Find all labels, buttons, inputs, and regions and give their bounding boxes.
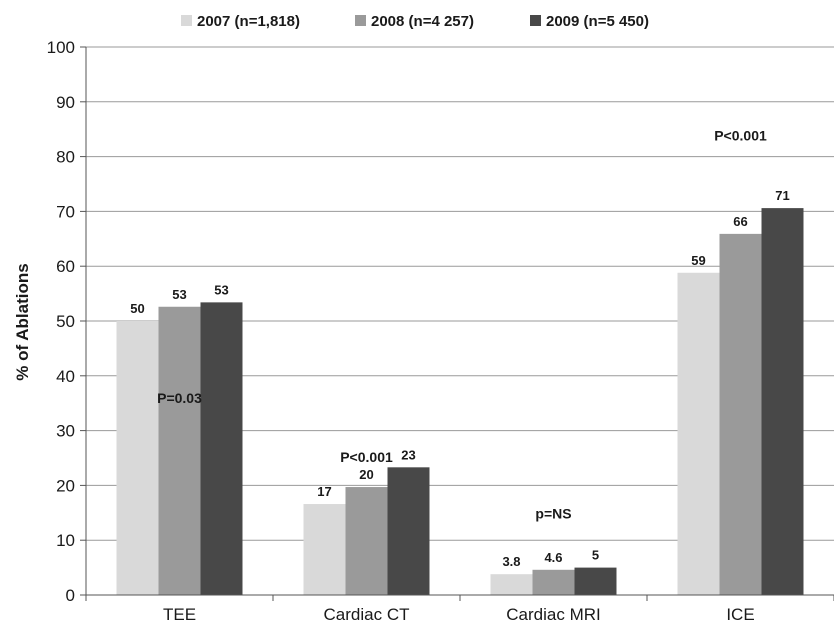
data-label: 20 bbox=[359, 467, 373, 482]
data-label: 4.6 bbox=[544, 550, 562, 565]
legend-entry: 2008 (n=4 257) bbox=[371, 13, 474, 30]
y-tick-label: 20 bbox=[56, 476, 75, 495]
data-label: 23 bbox=[401, 447, 415, 462]
data-label: 5 bbox=[592, 548, 599, 563]
y-tick-label: 60 bbox=[56, 257, 75, 276]
data-labels: 50 53 53 17 20 23 3.8 4.6 5 59 66 71 bbox=[130, 188, 789, 569]
y-tick-label: 90 bbox=[56, 93, 75, 112]
bar bbox=[532, 569, 575, 595]
bar bbox=[158, 306, 201, 595]
significance-annotation: P<0.001 bbox=[714, 128, 767, 144]
data-label: 17 bbox=[317, 484, 331, 499]
legend-entry: 2009 (n=5 450) bbox=[546, 13, 649, 30]
legend-swatch bbox=[355, 15, 366, 26]
legend-swatch bbox=[181, 15, 192, 26]
bar bbox=[116, 321, 159, 595]
bar bbox=[677, 272, 720, 595]
data-label: 59 bbox=[691, 253, 705, 268]
y-axis-label: % of Ablations bbox=[13, 263, 32, 380]
data-label: 53 bbox=[172, 287, 186, 302]
y-tick-label: 40 bbox=[56, 367, 75, 386]
bar bbox=[574, 567, 617, 595]
data-label: 3.8 bbox=[502, 554, 520, 569]
bars bbox=[116, 208, 804, 596]
x-tick-label: Cardiac CT bbox=[324, 605, 410, 624]
data-label: 66 bbox=[733, 214, 747, 229]
significance-annotation: p=NS bbox=[535, 505, 571, 521]
bar bbox=[345, 487, 388, 595]
bar bbox=[303, 504, 346, 595]
legend-entry: 2007 (n=1,818) bbox=[197, 13, 300, 30]
bar bbox=[719, 233, 762, 596]
y-tick-label: 30 bbox=[56, 422, 75, 441]
data-label: 53 bbox=[214, 282, 228, 297]
annotations: P=0.03 P<0.001 p=NS P<0.001 bbox=[157, 128, 767, 522]
y-tick-label: 70 bbox=[56, 202, 75, 221]
bar bbox=[387, 467, 430, 595]
y-tick-label: 100 bbox=[47, 38, 75, 57]
legend-swatch bbox=[530, 15, 541, 26]
x-tick-label: ICE bbox=[726, 605, 754, 624]
bar bbox=[761, 208, 804, 595]
y-tick-label: 50 bbox=[56, 312, 75, 331]
legend: 2007 (n=1,818) 2008 (n=4 257) 2009 (n=5 45… bbox=[181, 13, 649, 30]
data-label: 50 bbox=[130, 301, 144, 316]
significance-annotation: P=0.03 bbox=[157, 390, 202, 406]
data-label: 71 bbox=[775, 188, 789, 203]
y-axis: 0 10 20 30 40 50 60 70 80 90 100 bbox=[47, 38, 87, 605]
significance-annotation: P<0.001 bbox=[340, 449, 393, 465]
y-tick-label: 10 bbox=[56, 531, 75, 550]
x-axis: TEE Cardiac CT Cardiac MRI ICE bbox=[85, 594, 834, 624]
x-tick-label: TEE bbox=[163, 605, 196, 624]
y-tick-label: 0 bbox=[66, 586, 75, 605]
y-tick-label: 80 bbox=[56, 148, 75, 167]
x-tick-label: Cardiac MRI bbox=[506, 605, 600, 624]
bar bbox=[200, 302, 243, 595]
bar bbox=[490, 574, 533, 595]
